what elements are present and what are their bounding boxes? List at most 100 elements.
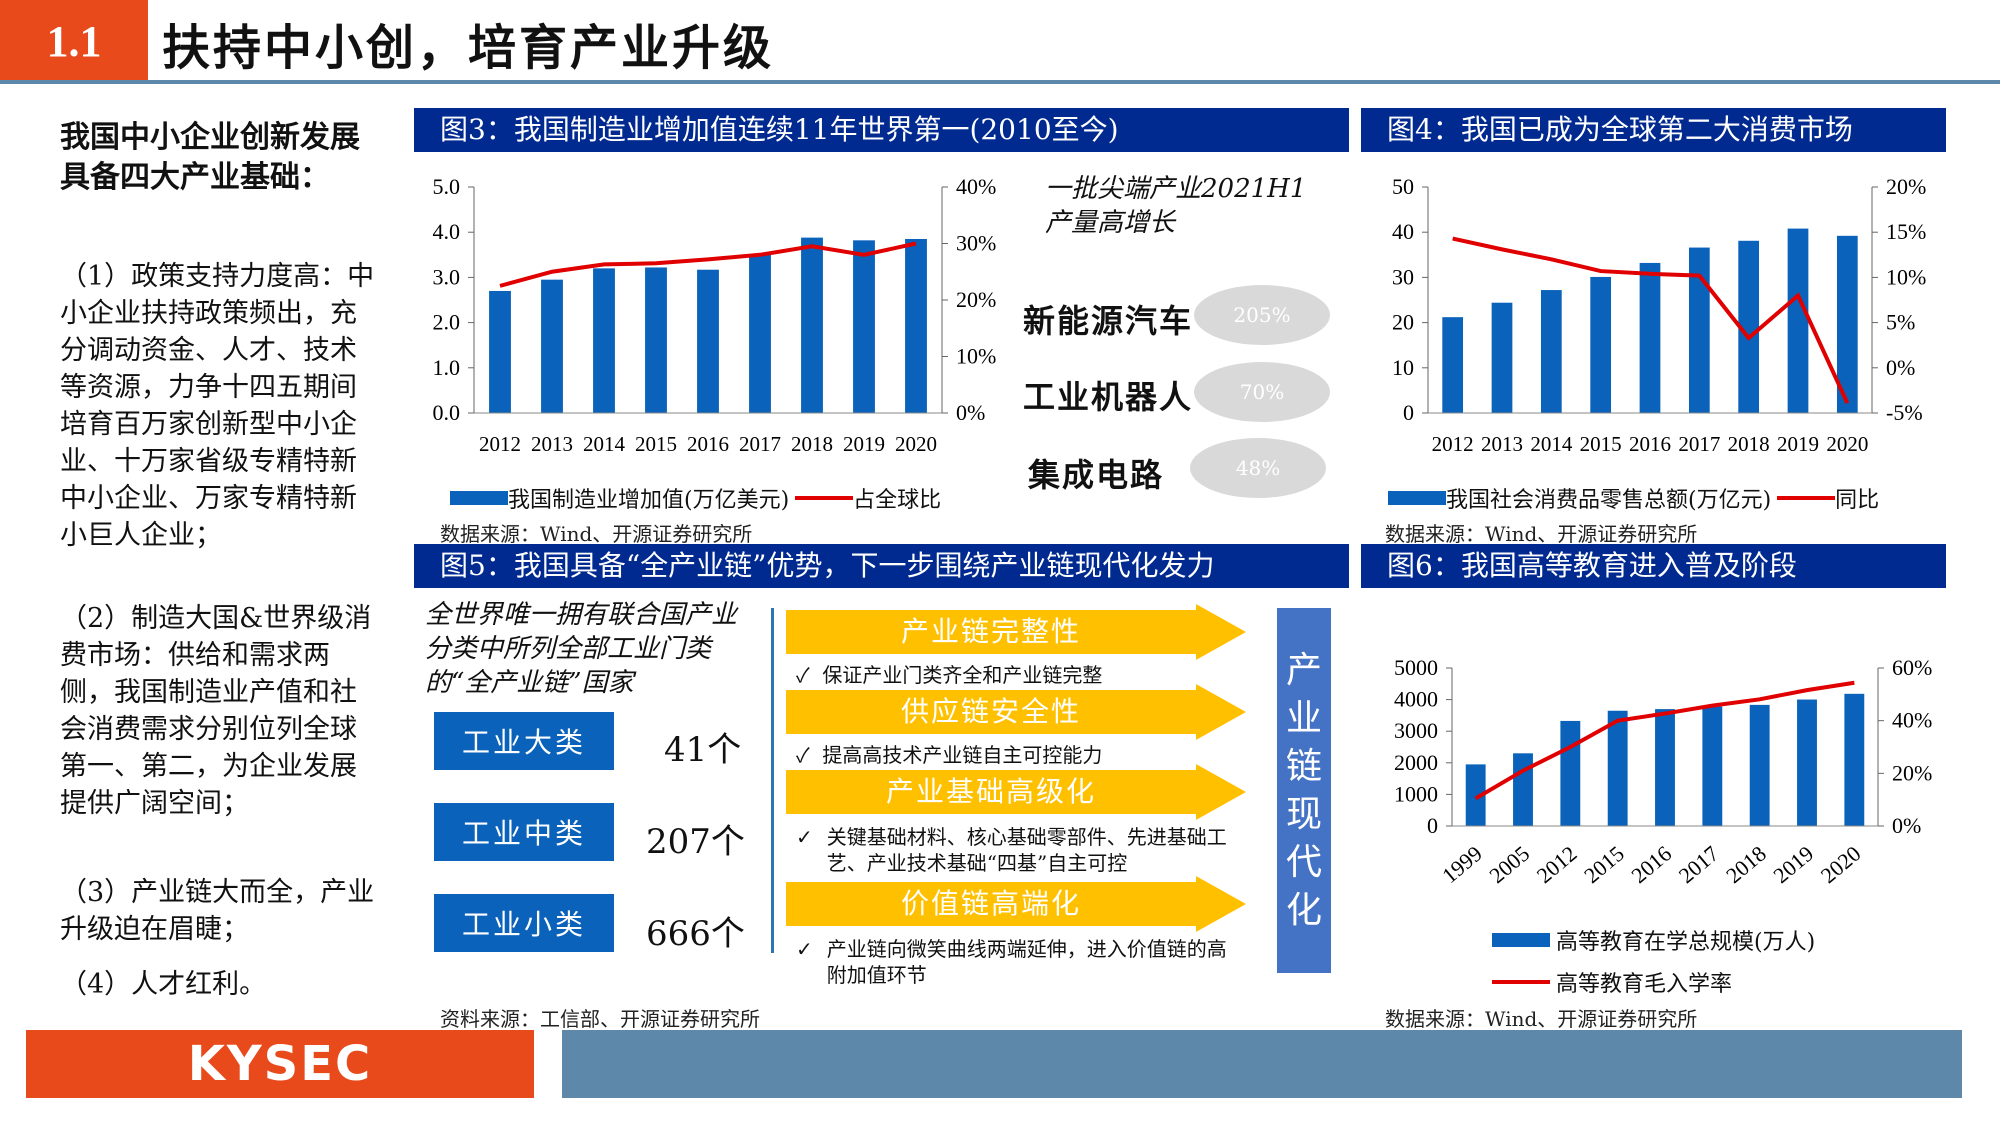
x-tick-label: 1999	[1437, 841, 1487, 888]
bar	[1513, 753, 1533, 826]
check-foundation: ✓ 关键基础材料、核心基础零部件、先进基础工艺、产业技术基础“四基”自主可控	[796, 824, 1236, 876]
legend-bar-swatch	[450, 491, 508, 505]
x-tick-label: 2012	[1432, 432, 1474, 456]
y-tick-label: 1000	[1394, 781, 1438, 806]
footer-logo-box: KYSEC	[26, 1030, 534, 1098]
bar	[1655, 709, 1675, 826]
left-point-1: （1）政策支持力度高：中小企业扶持政策频出，充分调动资金、人才、技术等资源，力争…	[60, 261, 375, 551]
fig4-legend-bar: 我国社会消费品零售总额(万亿元)	[1446, 488, 1772, 513]
left-point-3: （3）产业链大而全，产业升级迫在眉睫；	[60, 877, 375, 945]
arrow-security-desc: 提高高技术产业链自主可控能力	[822, 743, 1103, 767]
bar	[1442, 317, 1464, 413]
fig4-chart: 0 10 20 30 40 50 -5% 0% 5% 10% 15% 20% 2012 2013 2014 2…	[1392, 174, 1926, 456]
x-tick-label: 2017	[1678, 432, 1720, 456]
arrow-shape	[786, 604, 1246, 660]
y-tick-label: 3.0	[433, 264, 461, 289]
fig3-legend-line: 占全球比	[853, 488, 942, 513]
bar	[905, 238, 927, 413]
y2-tick-label: 15%	[1886, 219, 1926, 244]
bar	[1491, 302, 1513, 413]
bar	[593, 268, 615, 413]
left-point-4: （4）人才红利。	[60, 969, 267, 1000]
check-completeness: ✓ 保证产业门类齐全和产业链完整	[796, 662, 1102, 688]
x-tick-label: 2015	[1579, 841, 1629, 888]
fig4-legend: 我国社会消费品零售总额(万亿元) 同比	[1388, 482, 1879, 514]
x-tick-label: 2014	[583, 432, 626, 456]
fig6-chart: 0 1000 2000 3000 4000 5000 0% 20% 40% 60% 19992005…	[1394, 655, 1932, 888]
x-tick-label: 2018	[1721, 841, 1771, 888]
check-value: ✓ 产业链向微笑曲线两端延伸，进入价值链的高附加值环节	[796, 936, 1236, 988]
left-point-2: （2）制造大国&世界级消费市场：供给和需求两侧，我国制造业产值和社会消费需求分别…	[60, 603, 372, 819]
arrow-completeness: 产业链完整性	[786, 604, 1246, 660]
y2-tick-label: 0%	[1892, 813, 1921, 838]
arrow-value: 价值链高端化	[786, 876, 1246, 932]
footer-bar	[562, 1030, 1962, 1098]
y2-tick-label: 20%	[1886, 174, 1926, 199]
bar	[1844, 693, 1865, 826]
arrow-foundation-label: 产业基础高级化	[885, 775, 1096, 808]
series-line	[1474, 680, 1855, 801]
x-tick-label: 2019	[1768, 841, 1818, 888]
x-tick-label: 2016	[1629, 432, 1671, 456]
y-tick-label: 3000	[1394, 718, 1438, 743]
arrow-completeness-desc: 保证产业门类齐全和产业链完整	[822, 663, 1103, 687]
y2-tick-label: 20%	[1892, 760, 1932, 785]
fig5-divider	[771, 608, 774, 953]
fig5-source: 资料来源：工信部、开源证券研究所	[440, 1007, 760, 1031]
modernization-label: 产业链现代化	[1286, 649, 1323, 931]
fig3-title: 图3：我国制造业增加值连续11年世界第一(2010至今)	[414, 108, 1349, 152]
industry-ev-growth: 205%	[1194, 285, 1330, 345]
fig6-legend-bar-row: 高等教育在学总规模(万人)	[1492, 924, 1815, 956]
y2-tick-label: 30%	[956, 231, 996, 256]
fig4-legend-line: 同比	[1835, 488, 1880, 513]
y-tick-label: 1.0	[433, 355, 461, 380]
industry-ic-growth: 48%	[1190, 438, 1326, 498]
legend-bar-swatch	[1492, 933, 1550, 947]
fig6-legend-line: 高等教育毛入学率	[1556, 972, 1733, 997]
x-tick-label: 2018	[1728, 432, 1770, 456]
check-icon: ✓	[796, 743, 810, 767]
industry-robot-label: 工业机器人	[1023, 378, 1194, 416]
arrow-foundation-desc: 关键基础材料、核心基础零部件、先进基础工艺、产业技术基础“四基”自主可控	[826, 825, 1227, 875]
x-tick-label: 2013	[531, 432, 573, 456]
x-tick-label: 2012	[1532, 841, 1582, 888]
y2-tick-label: 0%	[1886, 355, 1915, 380]
bar	[697, 269, 719, 413]
category-major: 工业大类	[434, 712, 614, 770]
bar	[1836, 235, 1858, 413]
bar	[1738, 240, 1760, 413]
y2-tick-label: 10%	[956, 344, 996, 369]
header-divider	[0, 80, 2000, 84]
series-line	[499, 241, 917, 288]
bar	[1540, 290, 1562, 413]
fig3-chart: 0.0 1.0 2.0 3.0 4.0 5.0 0% 10% 20% 30% 40% 2012 2013…	[433, 174, 997, 456]
y2-tick-label: 20%	[956, 287, 996, 312]
y-tick-label: 20	[1392, 310, 1414, 335]
fig3-note: 一批尖端产业2021H1产量高增长	[1045, 174, 1307, 238]
industry-ev-label: 新能源汽车	[1023, 302, 1194, 340]
category-major-count: 41个	[664, 730, 742, 770]
bar	[1797, 699, 1817, 826]
series-line	[1452, 236, 1850, 404]
fig4-source: 数据来源：Wind、开源证券研究所	[1385, 522, 1698, 546]
legend-line-swatch	[795, 496, 854, 500]
category-medium: 工业中类	[434, 803, 614, 861]
y2-tick-label: -5%	[1886, 400, 1923, 425]
fig6-legend-bar: 高等教育在学总规模(万人)	[1556, 930, 1816, 955]
x-tick-label: 2014	[1530, 432, 1573, 456]
arrow-shape	[786, 876, 1246, 932]
x-tick-label: 2013	[1481, 432, 1523, 456]
bar	[1639, 262, 1661, 413]
y2-tick-label: 60%	[1892, 655, 1932, 680]
fig4-title: 图4：我国已成为全球第二大消费市场	[1361, 108, 1946, 152]
y-tick-label: 2.0	[433, 310, 461, 335]
check-icon: ✓	[796, 825, 813, 849]
bar	[1702, 706, 1723, 826]
check-icon: ✓	[796, 663, 810, 687]
x-tick-label: 2020	[1826, 432, 1868, 456]
y2-tick-label: 0%	[956, 400, 985, 425]
fig5-title: 图5：我国具备“全产业链”优势，下一步围绕产业链现代化发力	[414, 544, 1349, 588]
y-tick-label: 0	[1427, 813, 1438, 838]
fig3-source: 数据来源：Wind、开源证券研究所	[440, 522, 753, 546]
fig6-legend-line-row: 高等教育毛入学率	[1492, 966, 1732, 998]
